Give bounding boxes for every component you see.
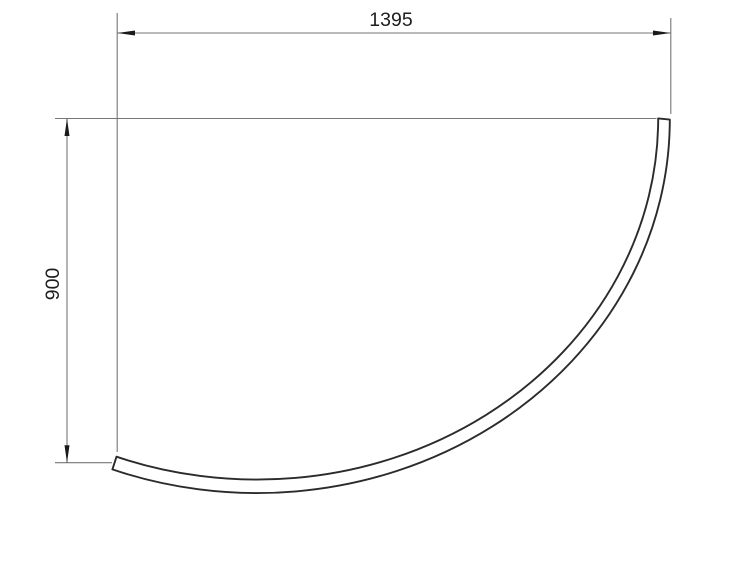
arrowhead-up-icon xyxy=(64,118,70,136)
arrowhead-left-icon xyxy=(117,30,135,36)
rail-profile xyxy=(111,117,671,495)
dimension-label-width: 1395 xyxy=(369,9,413,31)
arrowhead-down-icon xyxy=(64,445,70,463)
arrowhead-right-icon xyxy=(653,30,671,36)
dimension-label-height: 900 xyxy=(42,268,64,301)
